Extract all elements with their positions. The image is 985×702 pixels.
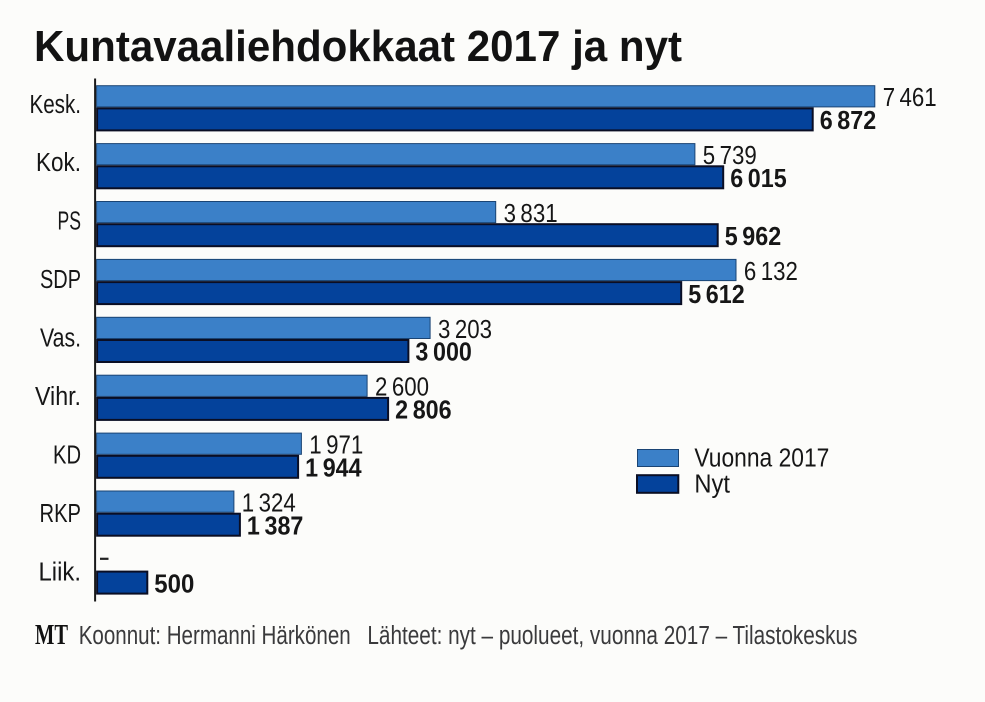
svg-text:SDP: SDP: [40, 266, 81, 294]
svg-text:Nyt: Nyt: [694, 470, 730, 498]
svg-text:1 971: 1 971: [309, 432, 363, 460]
svg-text:6 132: 6 132: [744, 258, 798, 286]
svg-text:Vas.: Vas.: [40, 325, 81, 353]
svg-text:1 944: 1 944: [305, 455, 362, 483]
svg-text:5 612: 5 612: [688, 281, 745, 309]
svg-text:500: 500: [154, 570, 194, 598]
svg-text:Vuonna 2017: Vuonna 2017: [694, 445, 829, 473]
svg-text:1 387: 1 387: [247, 512, 304, 540]
svg-text:Koonnut: Hermanni Härkönen: Koonnut: Hermanni Härkönen: [79, 622, 351, 650]
svg-text:7 461: 7 461: [883, 84, 937, 112]
svg-text:Kesk.: Kesk.: [30, 91, 82, 119]
svg-text:3 203: 3 203: [438, 316, 492, 344]
svg-text:Liik.: Liik.: [39, 558, 82, 586]
svg-text:Kok.: Kok.: [36, 149, 81, 177]
svg-text:KD: KD: [53, 442, 81, 470]
svg-text:RKP: RKP: [40, 500, 82, 528]
svg-text:5 962: 5 962: [725, 223, 782, 251]
svg-text:2 806: 2 806: [395, 397, 452, 425]
svg-text:6 015: 6 015: [730, 165, 787, 193]
svg-text:PS: PS: [58, 208, 82, 236]
svg-text:Kuntavaaliehdokkaat 2017 ja ny: Kuntavaaliehdokkaat 2017 ja nyt: [34, 22, 682, 71]
svg-text:MT: MT: [35, 619, 68, 651]
svg-text:3 000: 3 000: [415, 339, 472, 367]
svg-text:Vihr.: Vihr.: [35, 383, 81, 411]
svg-text:Lähteet: nyt – puolueet, vuonn: Lähteet: nyt – puolueet, vuonna 2017 – T…: [367, 622, 857, 650]
svg-text:1 324: 1 324: [242, 490, 296, 518]
svg-text:6 872: 6 872: [820, 107, 877, 135]
